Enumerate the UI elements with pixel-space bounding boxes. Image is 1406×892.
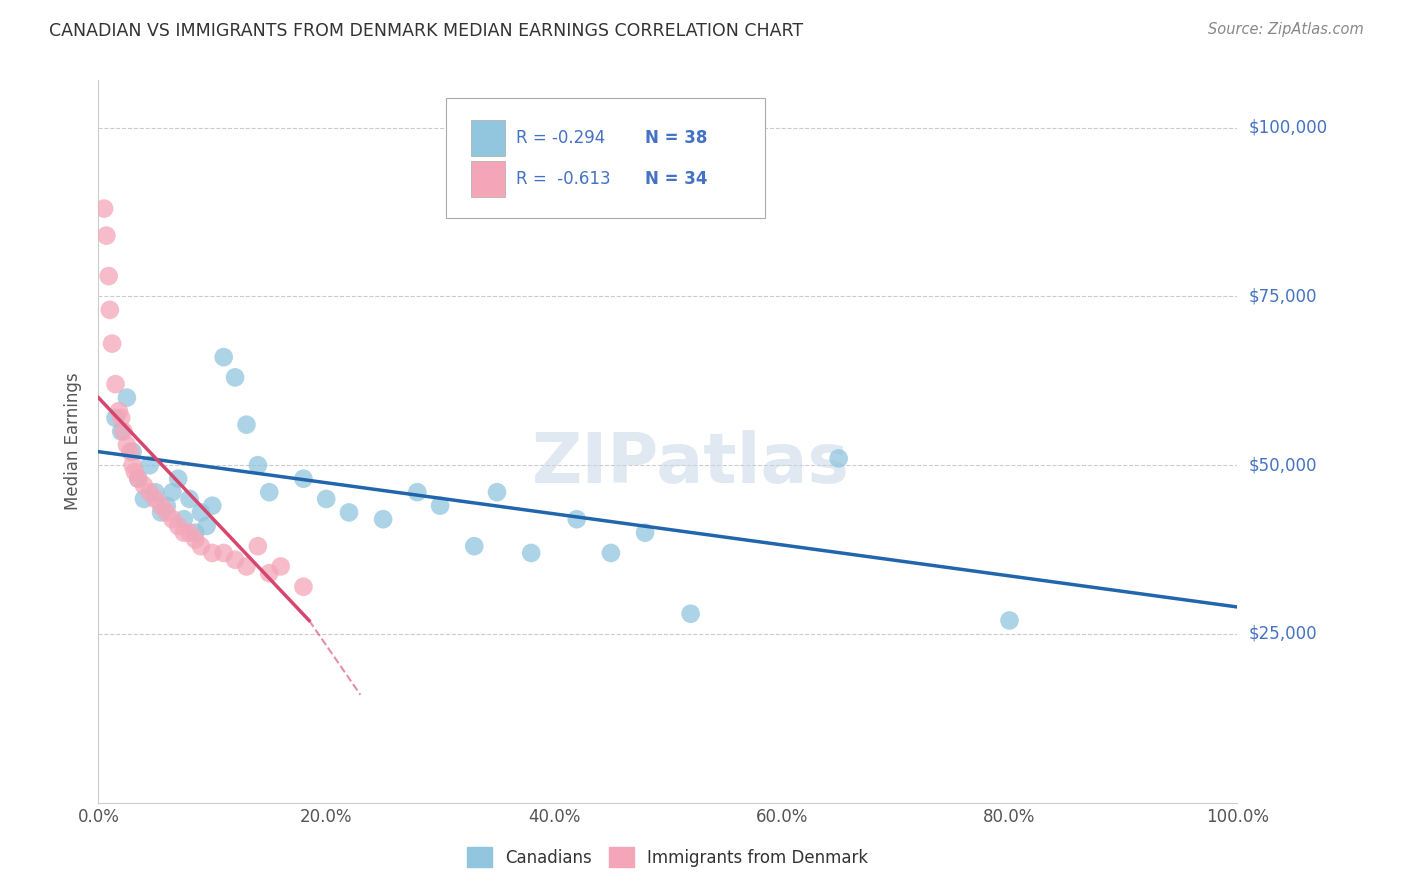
Text: CANADIAN VS IMMIGRANTS FROM DENMARK MEDIAN EARNINGS CORRELATION CHART: CANADIAN VS IMMIGRANTS FROM DENMARK MEDI… — [49, 22, 803, 40]
Point — [679, 607, 702, 621]
Point — [104, 377, 127, 392]
Text: $25,000: $25,000 — [1249, 625, 1317, 643]
Point — [235, 417, 257, 432]
Point — [127, 472, 149, 486]
Point — [98, 302, 121, 317]
Point — [337, 505, 360, 519]
Point — [259, 566, 281, 581]
Point — [520, 546, 543, 560]
Text: $75,000: $75,000 — [1249, 287, 1317, 305]
Point — [201, 546, 224, 560]
Point — [173, 512, 195, 526]
Point — [246, 539, 269, 553]
Point — [167, 519, 190, 533]
Point — [998, 614, 1021, 628]
Point — [315, 491, 337, 506]
Point — [162, 512, 184, 526]
Point — [600, 546, 623, 560]
Y-axis label: Median Earnings: Median Earnings — [65, 373, 83, 510]
Point — [828, 451, 851, 466]
Point — [150, 505, 173, 519]
Point — [184, 525, 207, 540]
Point — [104, 411, 127, 425]
Point — [201, 499, 224, 513]
Point — [292, 472, 315, 486]
Point — [634, 525, 657, 540]
FancyBboxPatch shape — [446, 98, 765, 218]
Point — [406, 485, 429, 500]
Point — [101, 336, 124, 351]
Point — [179, 491, 201, 506]
Point — [96, 228, 118, 243]
Text: R =  -0.613: R = -0.613 — [516, 170, 612, 188]
Point — [121, 444, 143, 458]
Point — [97, 269, 120, 284]
Point — [112, 425, 135, 439]
Point — [224, 552, 246, 566]
Point — [190, 539, 212, 553]
Point — [115, 438, 138, 452]
Point — [121, 458, 143, 472]
Point — [224, 370, 246, 384]
Legend: Canadians, Immigrants from Denmark: Canadians, Immigrants from Denmark — [461, 840, 875, 874]
Point — [156, 505, 179, 519]
Point — [110, 425, 132, 439]
Point — [190, 505, 212, 519]
Text: $50,000: $50,000 — [1249, 456, 1317, 475]
Point — [212, 546, 235, 560]
Bar — [471, 161, 505, 197]
Text: ZIPatlas: ZIPatlas — [531, 430, 849, 497]
Point — [463, 539, 485, 553]
Text: N = 34: N = 34 — [645, 170, 707, 188]
Point — [195, 519, 218, 533]
Point — [132, 491, 155, 506]
Point — [145, 491, 167, 506]
Point — [270, 559, 292, 574]
Text: $100,000: $100,000 — [1249, 119, 1327, 136]
Point — [259, 485, 281, 500]
Point — [127, 472, 149, 486]
Point — [212, 350, 235, 364]
Point — [150, 499, 173, 513]
Bar — [471, 120, 505, 156]
Point — [429, 499, 451, 513]
Point — [371, 512, 394, 526]
Point — [162, 485, 184, 500]
Point — [292, 580, 315, 594]
Point — [124, 465, 146, 479]
Text: Source: ZipAtlas.com: Source: ZipAtlas.com — [1208, 22, 1364, 37]
Point — [145, 485, 167, 500]
Point — [179, 525, 201, 540]
Point — [156, 499, 179, 513]
Text: N = 38: N = 38 — [645, 129, 707, 147]
Point — [486, 485, 509, 500]
Point — [246, 458, 269, 472]
Point — [235, 559, 257, 574]
Point — [110, 411, 132, 425]
Point — [184, 533, 207, 547]
Point — [138, 485, 160, 500]
Point — [167, 472, 190, 486]
Point — [565, 512, 588, 526]
Point — [138, 458, 160, 472]
Point — [120, 444, 142, 458]
Text: R = -0.294: R = -0.294 — [516, 129, 606, 147]
Point — [132, 478, 155, 492]
Point — [108, 404, 131, 418]
Point — [93, 202, 115, 216]
Point — [115, 391, 138, 405]
Point — [173, 525, 195, 540]
